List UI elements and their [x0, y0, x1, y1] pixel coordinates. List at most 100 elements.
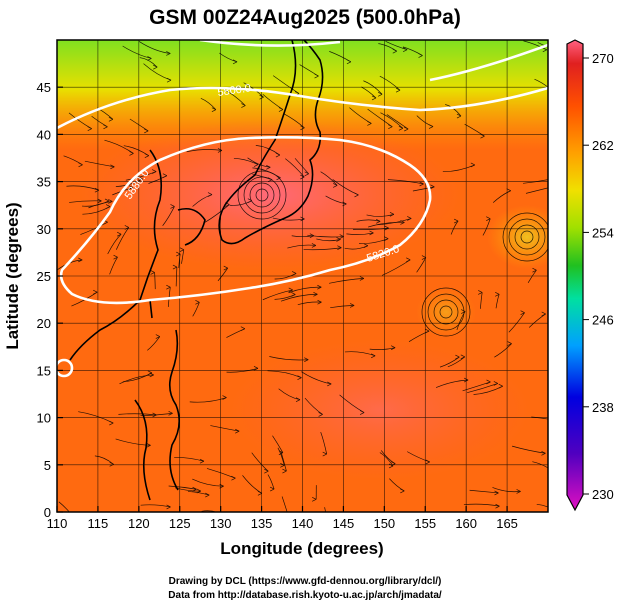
footer-source: Data from http://database.rish.kyoto-u.a… — [168, 590, 442, 601]
streamline — [456, 311, 466, 331]
x-tick-label: 130 — [210, 516, 232, 531]
cool-eddy-center — [416, 287, 476, 337]
streamline-arrow — [166, 77, 172, 83]
streamline — [324, 507, 326, 512]
streamline — [287, 244, 316, 249]
vortex-ring — [502, 212, 548, 262]
streamline — [267, 474, 275, 490]
y-tick-label: 40 — [37, 127, 51, 142]
streamline-arrow — [456, 113, 462, 119]
contour-lines — [57, 40, 548, 378]
streamline-arrow — [295, 397, 301, 402]
streamline-arrow — [494, 490, 499, 496]
streamline — [329, 278, 364, 284]
streamline-arrow — [354, 192, 359, 198]
streamline — [366, 214, 395, 217]
streamline-arrow — [549, 469, 553, 473]
streamline — [115, 438, 151, 446]
streamline — [361, 86, 377, 99]
streamline-arrow — [235, 428, 240, 434]
streamline-arrow — [553, 48, 557, 52]
streamline — [175, 266, 178, 287]
streamline — [269, 356, 309, 361]
streamline-arrow — [336, 237, 341, 242]
streamline-arrow — [453, 218, 459, 224]
streamline — [380, 112, 404, 129]
streamline-arrow — [205, 492, 210, 498]
streamline-arrow — [407, 216, 412, 221]
streamline — [210, 425, 240, 432]
wind-streamlines — [57, 40, 559, 521]
streamline-arrow — [495, 291, 500, 297]
streamline-arrow — [207, 192, 213, 197]
vortex-ring — [249, 182, 275, 208]
streamline — [412, 186, 435, 192]
streamline-arrow — [109, 420, 114, 426]
colorbar-body — [566, 39, 584, 512]
streamline-arrow — [93, 289, 98, 295]
streamline-arrow — [87, 126, 92, 131]
streamline-arrow — [555, 511, 559, 515]
streamline — [277, 447, 285, 466]
streamline-arrow — [541, 311, 546, 317]
y-axis-label: Latitude (degrees) — [3, 202, 22, 349]
streamline — [531, 416, 548, 420]
streamline-arrow — [516, 489, 521, 494]
x-tick-label: 145 — [333, 516, 355, 531]
colorbar-tick-label: 254 — [592, 225, 614, 240]
streamline-arrow — [147, 56, 152, 61]
colorbar-tick-label: 230 — [592, 487, 614, 502]
contour-5880 — [59, 136, 432, 305]
vortex-ring — [237, 170, 287, 220]
colorbar-tick-label: 238 — [592, 400, 614, 415]
streamline-arrow — [253, 366, 259, 371]
gridlines — [57, 40, 548, 512]
streamline — [278, 388, 301, 401]
streamline-arrow — [470, 162, 475, 168]
streamline-arrow — [179, 247, 184, 252]
streamline — [107, 233, 122, 255]
streamline — [463, 503, 500, 507]
streamline-arrow — [392, 48, 397, 54]
streamline-arrow — [486, 379, 491, 385]
streamline-arrow — [402, 47, 408, 53]
streamline-arrow — [155, 334, 160, 339]
streamline — [272, 217, 305, 221]
streamline — [356, 219, 381, 222]
streamline-arrow — [275, 152, 281, 158]
y-tick-label: 45 — [37, 80, 51, 95]
streamline — [482, 218, 491, 236]
streamline — [84, 160, 115, 168]
streamline-arrow — [166, 51, 171, 56]
vortex-ring — [433, 299, 459, 325]
streamline-arrow — [395, 87, 401, 93]
streamline-arrow — [285, 517, 289, 521]
streamline — [532, 461, 548, 469]
streamline-arrow — [304, 171, 309, 177]
streamline — [94, 455, 114, 465]
streamline-arrow — [192, 486, 197, 492]
streamline-arrow — [108, 199, 113, 204]
streamline-arrow — [406, 257, 411, 263]
streamline-arrow — [170, 204, 175, 209]
streamline-arrow — [332, 183, 338, 188]
streamline-arrow — [217, 148, 223, 153]
streamline-arrow — [455, 354, 460, 360]
streamline — [294, 158, 309, 175]
streamline-arrow — [346, 59, 352, 65]
streamline-arrow — [257, 490, 263, 496]
streamline-arrow — [288, 287, 293, 293]
streamline-arrow — [312, 496, 317, 502]
streamline-arrow — [486, 216, 491, 222]
streamline — [511, 445, 546, 454]
streamline — [462, 381, 491, 392]
streamline-arrow — [371, 95, 377, 101]
streamline-arrow — [264, 468, 269, 474]
streamline — [189, 397, 227, 403]
streamline-arrow — [172, 264, 178, 270]
streamline — [367, 108, 393, 128]
warm-core-japan — [80, 120, 460, 270]
streamline — [167, 287, 171, 307]
streamline-arrow — [377, 91, 383, 97]
